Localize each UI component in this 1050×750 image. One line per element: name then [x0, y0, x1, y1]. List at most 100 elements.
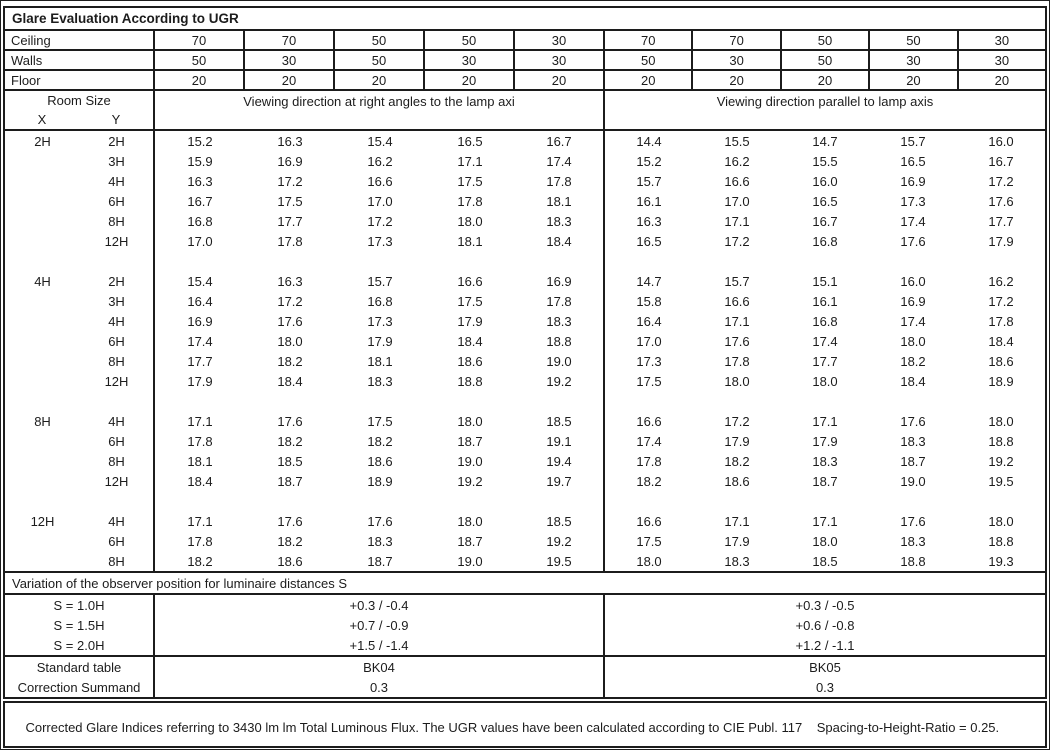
- ugr-value: 17.3: [367, 313, 393, 329]
- surface-value: 30: [994, 32, 1010, 48]
- ugr-value: 17.3: [367, 233, 393, 249]
- ugr-value: 16.8: [812, 233, 838, 249]
- ugr-value: 16.6: [636, 413, 662, 429]
- ugr-value: 16.0: [812, 173, 838, 189]
- variation-row-left-value: +0.3 / -0.4: [155, 595, 605, 615]
- room-y-value: 8H: [80, 351, 155, 371]
- ugr-value: 16.8: [367, 293, 393, 309]
- ugr-data-area: 2H 2H 15.2 16.3 15.4 16.5 16.7 14.4 15.5 14.7 15.7…: [5, 131, 1045, 573]
- ugr-value: 18.7: [277, 473, 303, 489]
- ugr-value: [781, 251, 869, 271]
- ugr-value: 17.6: [277, 513, 303, 529]
- column-header-row: Room Size X Y Viewing direction at right…: [5, 91, 1045, 131]
- room-x-value: [5, 291, 80, 311]
- ugr-value: 18.4: [900, 373, 926, 389]
- room-x-value: [5, 191, 80, 211]
- ugr-value: 16.7: [812, 213, 838, 229]
- ugr-value: 15.2: [636, 153, 662, 169]
- ugr-value: 15.7: [636, 173, 662, 189]
- ugr-value: 18.7: [457, 433, 483, 449]
- ugr-value: 16.9: [900, 173, 926, 189]
- room-y-value: 8H: [80, 551, 155, 571]
- ugr-value: 17.1: [812, 413, 838, 429]
- ugr-value: 17.0: [724, 193, 750, 209]
- room-y-value: 4H: [80, 411, 155, 431]
- surface-value: 70: [245, 31, 335, 49]
- ugr-row: 8H 16.8 17.7 17.2 18.0 18.3 16.3 17.1 16.7 17.4 17…: [5, 211, 1045, 231]
- ugr-value: 18.0: [636, 553, 662, 569]
- ugr-value: [957, 491, 1045, 511]
- ugr-value: [245, 491, 335, 511]
- ugr-value: 17.5: [367, 413, 393, 429]
- ugr-value: 17.0: [636, 333, 662, 349]
- ugr-row: 12H 4H 17.1 17.6 17.6 18.0 18.5 16.6 17.1 17.1 17.…: [5, 511, 1045, 531]
- ugr-value: 17.8: [187, 533, 213, 549]
- ugr-value: 18.2: [900, 353, 926, 369]
- ugr-table: Glare Evaluation According to UGR Ceilin…: [3, 6, 1047, 699]
- room-y-value: 4H: [80, 511, 155, 531]
- room-x-value: [5, 211, 80, 231]
- ugr-value: 16.2: [724, 153, 750, 169]
- room-y-value: 4H: [80, 171, 155, 191]
- room-y-value: [80, 391, 155, 411]
- surface-label: Ceiling: [5, 31, 155, 49]
- ugr-value: [155, 251, 245, 271]
- ugr-value: [605, 391, 693, 411]
- room-x-value: [5, 351, 80, 371]
- room-y-value: [80, 251, 155, 271]
- ugr-row: 3H 16.4 17.2 16.8 17.5 17.8 15.8 16.6 16.1 16.9 17…: [5, 291, 1045, 311]
- ugr-value: [425, 491, 515, 511]
- ugr-value: 16.2: [367, 153, 393, 169]
- room-y-value: 3H: [80, 151, 155, 171]
- room-x-value: [5, 491, 80, 511]
- ugr-value: 18.3: [367, 533, 393, 549]
- surface-value: 20: [693, 71, 782, 89]
- surface-value: 50: [425, 31, 515, 49]
- summary-section: Standard table BK04 BK05 Correction Summand…: [5, 657, 1045, 697]
- ugr-value: [693, 391, 781, 411]
- surface-value: 30: [693, 51, 782, 69]
- ugr-value: 16.9: [900, 293, 926, 309]
- surface-value: 20: [782, 71, 871, 89]
- ugr-value: [693, 491, 781, 511]
- ugr-value: 17.4: [812, 333, 838, 349]
- ugr-value: 19.2: [988, 453, 1014, 469]
- spacer-row: [5, 391, 1045, 411]
- room-x-value: 12H: [30, 513, 55, 529]
- ugr-value: 15.4: [367, 133, 393, 149]
- surface-value: 20: [994, 72, 1010, 88]
- ugr-value: 17.4: [636, 433, 662, 449]
- ugr-value: [781, 491, 869, 511]
- surface-value: 70: [155, 31, 245, 49]
- ugr-value: 18.8: [988, 433, 1014, 449]
- room-y-value: 2H: [80, 131, 155, 151]
- ugr-value: 16.7: [988, 153, 1014, 169]
- room-y-value: 6H: [80, 431, 155, 451]
- room-y-value: 2H: [80, 271, 155, 291]
- ugr-value: 16.5: [812, 193, 838, 209]
- ugr-value: 19.7: [515, 471, 605, 491]
- ugr-value: 18.4: [277, 373, 303, 389]
- ugr-value: 16.3: [277, 273, 303, 289]
- ugr-row: 6H 17.8 18.2 18.2 18.7 19.1 17.4 17.9 17.9 18.3 18…: [5, 431, 1045, 451]
- ugr-value: 19.2: [515, 371, 605, 391]
- surface-value: 30: [425, 51, 515, 69]
- ugr-value: 15.7: [367, 273, 393, 289]
- ugr-value: 18.3: [812, 453, 838, 469]
- ugr-value: 18.7: [812, 473, 838, 489]
- ugr-value: 18.1: [457, 233, 483, 249]
- summary-row-right-value: 0.3: [815, 679, 835, 695]
- ugr-value: 18.0: [812, 533, 838, 549]
- room-size-y-label: Y: [111, 112, 121, 127]
- ugr-value: 17.9: [724, 533, 750, 549]
- ugr-value: 18.9: [367, 473, 393, 489]
- ugr-value: [425, 391, 515, 411]
- ugr-value: [245, 251, 335, 271]
- ugr-value: 17.8: [277, 233, 303, 249]
- ugr-row: 4H 16.9 17.6 17.3 17.9 18.3 16.4 17.1 16.8 17.4 17…: [5, 311, 1045, 331]
- room-x-value: [5, 551, 80, 571]
- ugr-value: 18.3: [367, 373, 393, 389]
- ugr-value: 16.6: [636, 513, 662, 529]
- ugr-value: 17.1: [187, 413, 213, 429]
